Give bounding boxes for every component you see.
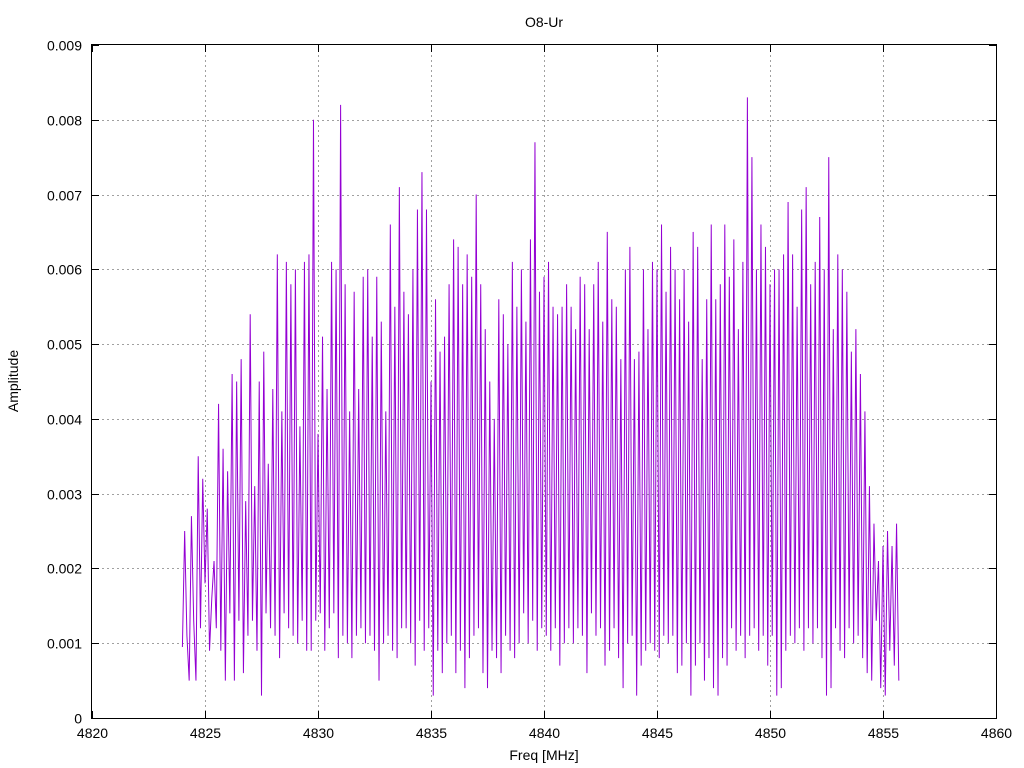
chart-title: O8-Ur xyxy=(525,14,563,30)
y-tick-label: 0.009 xyxy=(47,38,82,54)
y-axis-title: Amplitude xyxy=(5,350,21,412)
x-tick-label: 4835 xyxy=(416,725,447,741)
tick-marks xyxy=(92,45,997,719)
x-tick-labels: 4820 4825 4830 4835 4840 4845 4850 4855 4860 xyxy=(77,725,1012,741)
y-tick-label: 0 xyxy=(74,711,82,727)
y-tick-label: 0.002 xyxy=(47,561,82,577)
y-tick-label: 0.001 xyxy=(47,636,82,652)
y-tick-labels: 0 0.001 0.002 0.003 0.004 0.005 0.006 0.007 0.00… xyxy=(47,38,82,727)
x-tick-label: 4840 xyxy=(529,725,560,741)
x-tick-label: 4820 xyxy=(77,725,108,741)
x-tick-label: 4860 xyxy=(981,725,1012,741)
y-tick-label: 0.003 xyxy=(47,487,82,503)
x-tick-label: 4825 xyxy=(190,725,221,741)
x-tick-label: 4850 xyxy=(755,725,786,741)
y-tick-label: 0.006 xyxy=(47,262,82,278)
plot-area xyxy=(181,97,900,696)
y-tick-label: 0.008 xyxy=(47,113,82,129)
x-tick-label: 4845 xyxy=(642,725,673,741)
y-tick-label: 0.007 xyxy=(47,188,82,204)
x-tick-label: 4830 xyxy=(303,725,334,741)
series-line xyxy=(181,97,900,696)
y-tick-label: 0.004 xyxy=(47,412,82,428)
y-tick-label: 0.005 xyxy=(47,337,82,353)
x-axis-title: Freq [MHz] xyxy=(509,747,578,763)
x-tick-label: 4855 xyxy=(868,725,899,741)
plot-frame xyxy=(91,44,997,719)
